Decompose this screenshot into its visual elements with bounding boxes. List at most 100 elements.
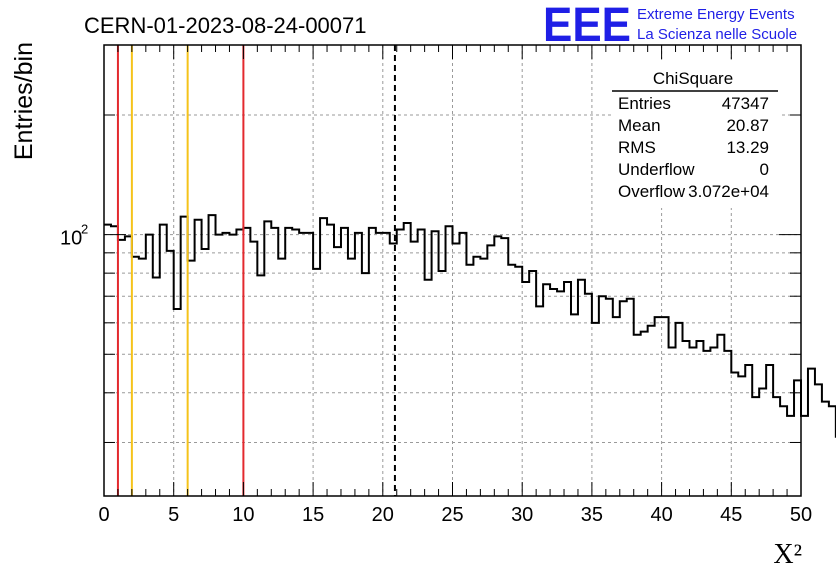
histogram-bin <box>411 241 418 243</box>
stats-label: Underflow <box>618 160 695 179</box>
x-tick-label: 35 <box>581 504 603 526</box>
stats-label: RMS <box>618 138 656 157</box>
histogram-bin <box>250 241 257 243</box>
histogram-bin <box>620 300 627 302</box>
histogram-bin <box>676 322 683 324</box>
stats-label: Overflow <box>618 182 686 201</box>
logo-line-2: La Scienza nelle Scuole <box>637 26 797 43</box>
histogram-bin <box>327 224 334 226</box>
histogram-bin <box>264 220 271 222</box>
y-tick-label-exponent: 2 <box>81 222 88 237</box>
histogram-bin <box>271 227 278 229</box>
histogram-bin <box>501 237 508 239</box>
stats-value: 13.29 <box>726 138 769 157</box>
stats-value: 3.072e+04 <box>688 182 769 201</box>
histogram-bin <box>717 334 724 336</box>
histogram-bin <box>815 383 822 385</box>
histogram-bin <box>439 270 446 272</box>
x-tick-label: 50 <box>790 504 812 526</box>
histogram-bin <box>306 232 313 234</box>
histogram-bin <box>557 290 564 292</box>
histogram-bin <box>292 229 299 231</box>
histogram-bin <box>480 258 487 260</box>
histogram-bin <box>648 325 655 327</box>
histogram-bin <box>299 232 306 234</box>
histogram-bin <box>564 281 571 283</box>
histogram-bin <box>453 242 460 244</box>
histogram-bin <box>487 244 494 246</box>
histogram-bin <box>529 270 536 272</box>
histogram-bin <box>585 293 592 295</box>
histogram-bin <box>153 277 160 279</box>
histogram-bin <box>216 234 223 236</box>
histogram-bin <box>613 316 620 318</box>
histogram-bin <box>550 288 557 290</box>
x-tick-label: 0 <box>98 504 109 526</box>
chart-title: CERN-01-2023-08-24-00071 <box>84 13 367 38</box>
x-tick-label: 40 <box>650 504 672 526</box>
histogram-bin <box>634 334 641 336</box>
histogram-bin <box>125 235 132 237</box>
axis-ticks <box>103 44 802 496</box>
stats-label: Mean <box>618 116 661 135</box>
histogram-bin <box>132 256 139 258</box>
histogram-bin <box>446 225 453 227</box>
histogram-bin <box>494 235 501 237</box>
histogram-bin <box>390 242 397 244</box>
histogram-bin <box>209 214 216 216</box>
stats-box: ChiSquare Entries 47347 Mean 20.87 RMS 13.29 U… <box>611 63 779 208</box>
histogram-bin <box>578 279 585 281</box>
histogram-bin <box>425 279 432 281</box>
histogram-bin <box>195 219 202 221</box>
histogram-bin <box>508 264 515 266</box>
stats-rows: Entries 47347 Mean 20.87 RMS 13.29 Underflow 0 O… <box>618 94 769 201</box>
logo-line-1: Extreme Energy Events <box>637 6 795 23</box>
histogram-bin <box>383 232 390 234</box>
histogram-bin <box>689 347 696 349</box>
histogram-bin <box>515 266 522 268</box>
histogram-bin <box>257 274 264 276</box>
histogram-bin <box>571 313 578 315</box>
histogram-bin <box>236 229 243 231</box>
histogram-bin <box>801 415 808 417</box>
x-tick-label: 5 <box>168 504 179 526</box>
histogram-bin <box>543 283 550 285</box>
histogram <box>104 214 836 438</box>
y-axis-title: Entries/bin <box>10 42 38 160</box>
histogram-bin <box>369 227 376 229</box>
x-tick-label: 10 <box>232 504 254 526</box>
histogram-bin <box>522 281 529 283</box>
histogram-bin <box>229 234 236 236</box>
histogram-bin <box>606 298 613 300</box>
histogram-bin <box>376 232 383 234</box>
histogram-bin <box>167 250 174 252</box>
histogram-bin <box>222 232 229 234</box>
histogram-bin <box>418 229 425 231</box>
x-tick-label: 45 <box>720 504 742 526</box>
histogram-bin <box>243 227 250 229</box>
histogram-bin <box>348 258 355 260</box>
histogram-bin <box>341 227 348 229</box>
eee-logo: EEE <box>543 0 631 52</box>
reference-lines <box>116 45 396 496</box>
histogram-bin <box>780 405 787 407</box>
histogram-bin <box>278 258 285 260</box>
histogram-bin <box>146 234 153 236</box>
histogram-bin <box>808 368 815 370</box>
histogram-bin <box>188 260 195 262</box>
histogram-bin <box>459 232 466 234</box>
stats-value: 0 <box>760 160 769 179</box>
histogram-bin <box>355 232 362 234</box>
stats-title: ChiSquare <box>653 69 733 88</box>
stats-box-background <box>611 63 779 208</box>
histogram-bin <box>139 258 146 260</box>
histogram-bin <box>662 316 669 318</box>
histogram-bin <box>829 405 836 407</box>
x-tick-label: 30 <box>511 504 533 526</box>
histogram-bin <box>466 264 473 266</box>
x-tick-label: 20 <box>372 504 394 526</box>
histogram-bin <box>759 388 766 390</box>
histogram-bin <box>627 298 634 300</box>
